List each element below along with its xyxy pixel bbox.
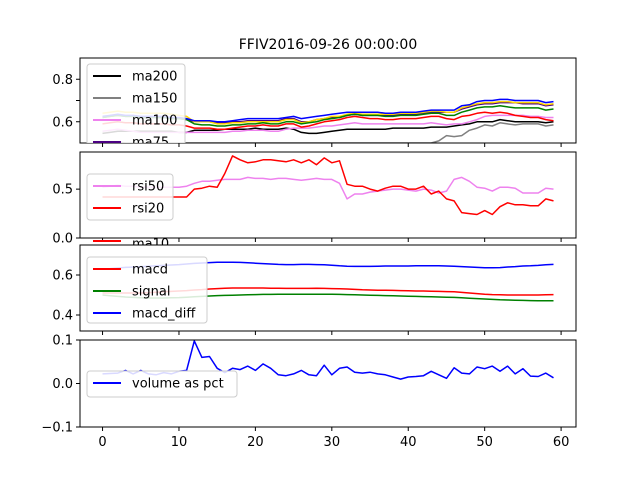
- legend-label: macd_diff: [132, 307, 196, 322]
- y-tick-label: 0.0: [52, 377, 73, 392]
- x-tick-label: 20: [247, 435, 264, 450]
- y-tick-label: 0.1: [52, 334, 73, 349]
- legend-box: [86, 256, 208, 324]
- legend-label: ma200: [132, 70, 177, 85]
- panel-3: 0.4 0.6 macd signal macd_diff ma10: [52, 237, 577, 335]
- legend-label: signal: [132, 285, 170, 300]
- legend-label: ma100: [132, 114, 177, 129]
- x-tick-label: 30: [324, 435, 341, 450]
- series-line-rsi50: [102, 176, 554, 200]
- panel-4-legend: volume as pct: [86, 370, 238, 398]
- y-tick-label: 0.4: [52, 309, 73, 324]
- x-tick-label: 40: [400, 435, 417, 450]
- y-tick-label: 0.6: [52, 269, 73, 284]
- legend-label: macd: [132, 263, 168, 278]
- panel-4: −0.1 0.0 0.1 0 10 20 30 40 50 60 volume as pct: [41, 334, 577, 450]
- series-line-ma150: [102, 122, 554, 143]
- panel-1: 0.6 0.8 ma200 ma150 ma100 ma75: [52, 57, 577, 151]
- chart-title: FFIV2016-09-26 00:00:00: [239, 37, 418, 53]
- legend-label: ma150: [132, 92, 177, 107]
- panel-2-series: [102, 155, 554, 216]
- panel-2: 0.0 0.5 rsi50 rsi20: [52, 151, 577, 247]
- legend-label: ma75: [132, 136, 169, 151]
- panel-3-legend: macd signal macd_diff: [86, 256, 208, 324]
- panel-1-legend: ma200 ma150 ma100 ma75: [86, 63, 186, 151]
- x-tick-label: 50: [476, 435, 493, 450]
- legend-label: volume as pct: [132, 377, 224, 392]
- legend-label: rsi50: [132, 180, 164, 195]
- panel-2-legend: rsi50 rsi20: [86, 173, 174, 221]
- legend-box: [86, 370, 238, 398]
- clipped-legend-entry: ma10: [93, 237, 169, 252]
- panel-3-frame: [79, 244, 577, 332]
- x-tick-label: 0: [98, 435, 106, 450]
- legend-label: ma10: [132, 237, 169, 252]
- y-tick-label: −0.1: [41, 421, 73, 436]
- panel-2-frame: [79, 151, 577, 239]
- y-tick-label: 0.6: [52, 115, 73, 130]
- y-tick-label: 0.5: [52, 183, 73, 198]
- y-tick-label: 0.8: [52, 73, 73, 88]
- series-line-rsi20: [102, 155, 554, 216]
- legend-box: [86, 63, 186, 143]
- x-tick-label: 60: [553, 435, 570, 450]
- legend-label: rsi20: [132, 202, 164, 217]
- x-tick-label: 10: [171, 435, 188, 450]
- y-tick-label: 0.0: [52, 232, 73, 247]
